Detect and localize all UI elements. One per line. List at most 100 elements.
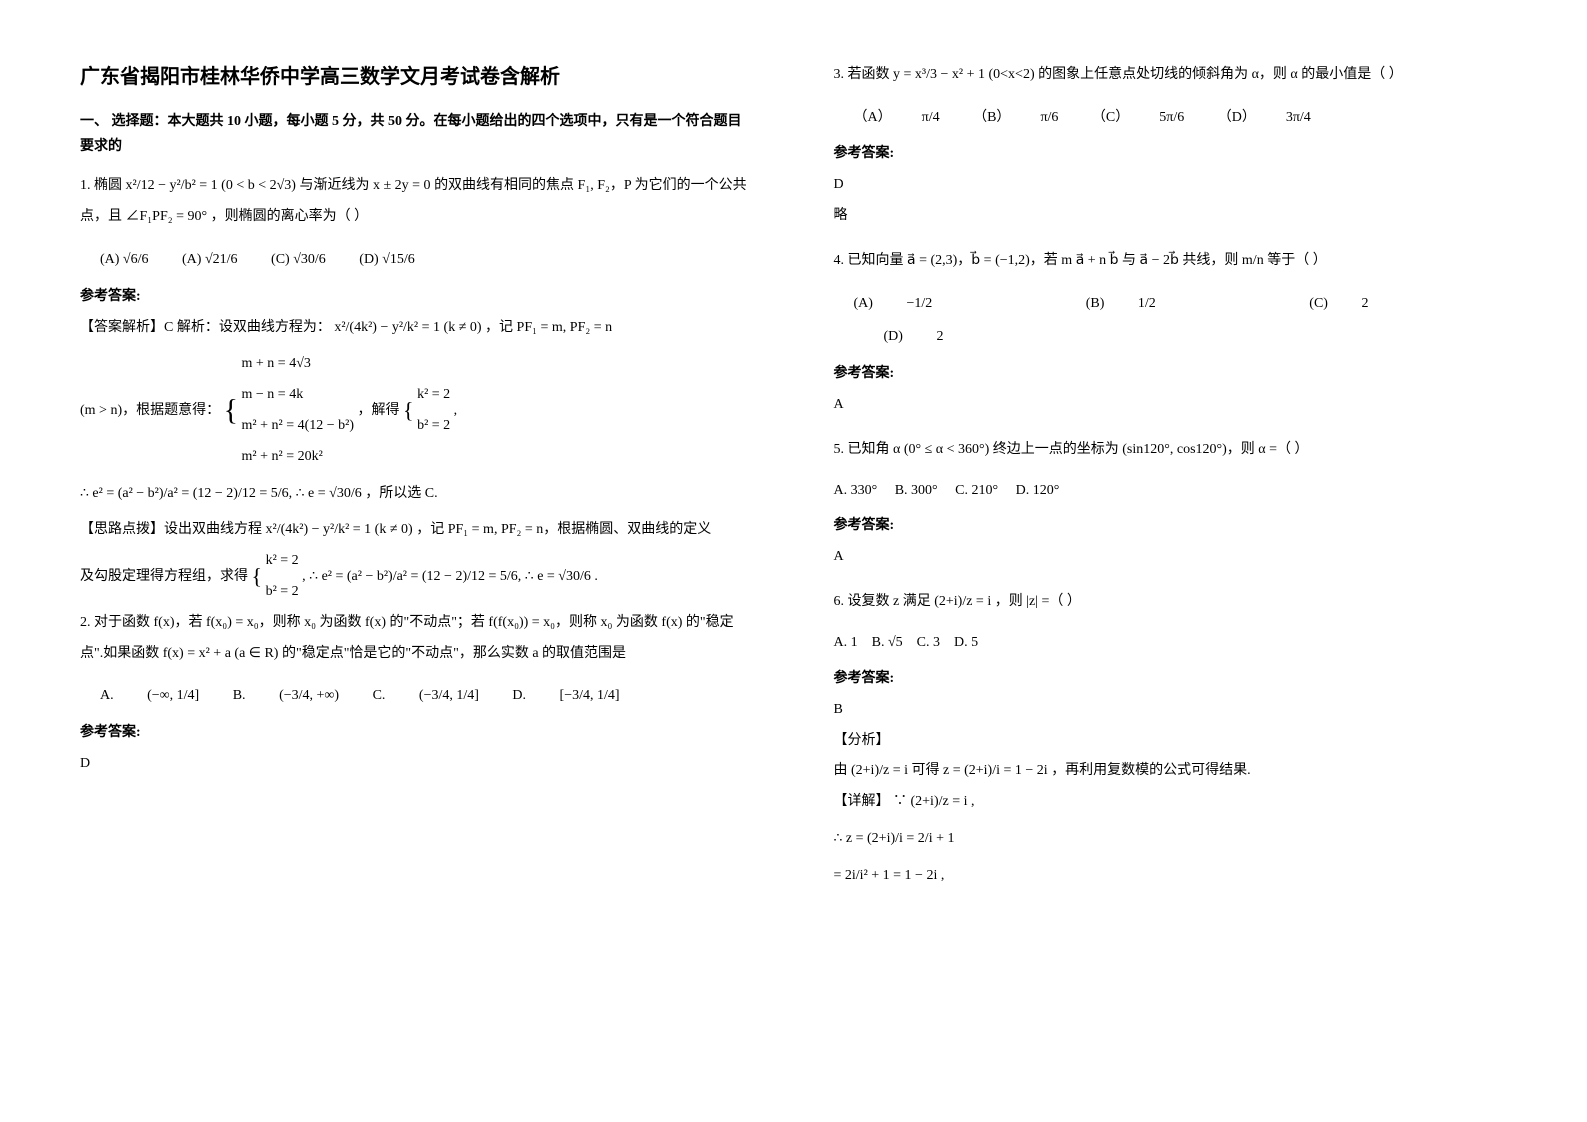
q4-stem: 4. 已知向量 a⃗ = (2,3)，b⃗ = (−1,2)，若 m a⃗ + … — [834, 253, 1327, 268]
q6-detail: 【详解】 ∵ (2+i)/z = i , — [834, 787, 1508, 818]
q2-answer-label: 参考答案: — [80, 721, 754, 741]
solve-b: b² = 2 — [417, 411, 450, 442]
solve-k: k² = 2 — [417, 380, 450, 411]
q3-options: （A）π/4 （B）π/6 （C）5π/6 （D）3π/4 — [854, 101, 1508, 135]
q6-analysis: 由 (2+i)/z = i 可得 z = (2+i)/i = 1 − 2i ，再… — [834, 756, 1508, 787]
q3-answer-label: 参考答案: — [834, 142, 1508, 162]
brace-line2: m − n = 4k — [242, 380, 355, 411]
q6-stem-a: 6. 设复数 z 满足 — [834, 594, 935, 609]
brace-line4: m² + n² = 20k² — [242, 442, 355, 473]
q4-optD-label: (D) — [884, 329, 903, 344]
period: . — [594, 569, 598, 584]
q2-optD: [−3/4, 1/4] — [560, 688, 620, 703]
q5-optC: C. 210° — [955, 483, 998, 498]
q1-optA2: (A) √21/6 — [182, 252, 238, 267]
q1-goujie-e: ∴ e² = (a² − b²)/a² = (12 − 2)/12 = 5/6,… — [309, 569, 591, 584]
q3-optD-label: （D） — [1218, 110, 1256, 125]
q6-optD: D. 5 — [954, 635, 978, 650]
q1-stem-a: 1. 椭圆 — [80, 178, 126, 193]
q6: 6. 设复数 z 满足 (2+i)/z = i ，则 |z| =（ ） — [834, 587, 1508, 618]
q6-optB: B. √5 — [872, 635, 903, 650]
q3-stem-b: (0<x<2) 的图象上任意点处切线的倾斜角为 α，则 α 的最小值是（ ） — [988, 67, 1402, 82]
q1-analysis-b: ，记 PF₁ = m, PF₂ = n — [485, 320, 612, 335]
q3-optA: π/4 — [922, 110, 940, 125]
q6-optC: C. 3 — [917, 635, 940, 650]
q1-analysis: 【答案解析】C 解析：设双曲线方程为： x²/(4k²) − y²/k² = 1… — [80, 313, 754, 344]
q2-B-label: B. — [233, 688, 249, 703]
goujie-k: k² = 2 — [266, 546, 299, 577]
q3-optD: 3π/4 — [1286, 110, 1311, 125]
comma: , — [971, 794, 975, 809]
q4-optB: 1/2 — [1138, 296, 1156, 311]
q4-optA-label: (A) — [854, 296, 873, 311]
q1-solve-prefix: ，解得 — [358, 403, 400, 418]
left-column: 广东省揭阳市桂林华侨中学高三数学文月考试卷含解析 一、 选择题：本大题共 10 … — [40, 60, 794, 1062]
q4-optC-label: (C) — [1309, 296, 1328, 311]
q3-optA-label: （A） — [854, 110, 892, 125]
q6-detail-f1: ∵ (2+i)/z = i — [893, 794, 968, 809]
q5-answer-label: 参考答案: — [834, 514, 1508, 534]
q5-optA: A. 330° — [834, 483, 878, 498]
brace-icon: { — [403, 398, 414, 423]
q6-analysis-a: 由 — [834, 763, 852, 778]
q2-optC: (−3/4, 1/4] — [419, 688, 479, 703]
q3-stem-a: 3. 若函数 — [834, 67, 894, 82]
q1-stem-d: ，则椭圆的离心率为（ ） — [211, 209, 369, 224]
q5-options: A. 330° B. 300° C. 210° D. 120° — [834, 476, 1508, 507]
section-header: 一、 选择题：本大题共 10 小题，每小题 5 分，共 50 分。在每小题给出的… — [80, 109, 754, 159]
brace-line1: m + n = 4√3 — [242, 349, 355, 380]
q6-answer: B — [834, 695, 1508, 726]
page-title: 广东省揭阳市桂林华侨中学高三数学文月考试卷含解析 — [80, 60, 754, 89]
q2-stem: 2. 对于函数 f(x)，若 f(x₀) = x₀，则称 x₀ 为函数 f(x)… — [80, 615, 734, 661]
q6-options: A. 1 B. √5 C. 3 D. 5 — [834, 628, 1508, 659]
q1-stem-b: 与渐近线为 — [299, 178, 373, 193]
q3-answer: D — [834, 170, 1508, 201]
q4-optA: −1/2 — [906, 296, 932, 311]
q1-optA: (A) √6/6 — [100, 252, 149, 267]
q6-formula: (2+i)/z = i — [934, 594, 991, 609]
goujie-b: b² = 2 — [266, 577, 299, 608]
q5-optD: D. 120° — [1016, 483, 1060, 498]
q6-detail-f3-text: = 2i/i² + 1 = 1 − 2i — [834, 868, 938, 883]
q1-hint-f: x²/(4k²) − y²/k² = 1 (k ≠ 0) — [266, 522, 413, 537]
q4-optC: 2 — [1361, 296, 1368, 311]
brace-line3: m² + n² = 4(12 − b²) — [242, 411, 355, 442]
q2-optB: (−3/4, +∞) — [279, 688, 339, 703]
q6-detail-f2: ∴ z = (2+i)/i = 2/i + 1 — [834, 824, 1508, 855]
q1-formula1: x²/12 − y²/b² = 1 (0 < b < 2√3) — [126, 178, 296, 193]
q1-hint-b: ，记 PF₁ = m, PF₂ = n，根据椭圆、双曲线的定义 — [416, 522, 711, 537]
q3-formula: y = x³/3 − x² + 1 — [893, 67, 985, 82]
q5-stem: 5. 已知角 α (0° ≤ α < 360°) 终边上一点的坐标为 (sin1… — [834, 442, 1309, 457]
q6-analysis-f2: z = (2+i)/i = 1 − 2i — [943, 763, 1048, 778]
q6-optA: A. 1 — [834, 635, 858, 650]
q1-formula3: ∠F₁PF₂ = 90° — [126, 209, 208, 224]
q1: 1. 椭圆 x²/12 − y²/b² = 1 (0 < b < 2√3) 与渐… — [80, 171, 754, 233]
q1-optC: (C) √30/6 — [271, 252, 326, 267]
q1-brace-system: (m > n)，根据题意得： { m + n = 4√3 m − n = 4k … — [80, 349, 754, 472]
q3-answer2: 略 — [834, 201, 1508, 232]
q1-options: (A) √6/6 (A) √21/6 (C) √30/6 (D) √15/6 — [100, 243, 754, 277]
q5-optB: B. 300° — [895, 483, 938, 498]
q1-hint: 【思路点拨】设出双曲线方程 x²/(4k²) − y²/k² = 1 (k ≠ … — [80, 515, 754, 546]
q5-answer: A — [834, 542, 1508, 573]
comma: , — [941, 868, 945, 883]
q4-answer: A — [834, 390, 1508, 421]
comma: , — [454, 403, 458, 418]
q2-D-label: D. — [512, 688, 529, 703]
q4: 4. 已知向量 a⃗ = (2,3)，b⃗ = (−1,2)，若 m a⃗ + … — [834, 246, 1508, 277]
q3-optC-label: （C） — [1092, 110, 1129, 125]
q1-e-line: ∴ e² = (a² − b²)/a² = (12 − 2)/12 = 5/6,… — [80, 479, 754, 510]
q1-formula2: x ± 2y = 0 — [373, 178, 431, 193]
brace-icon: { — [252, 564, 263, 589]
q6-stem-b: ，则 |z| =（ ） — [995, 594, 1081, 609]
q3: 3. 若函数 y = x³/3 − x² + 1 (0<x<2) 的图象上任意点… — [834, 60, 1508, 91]
right-column: 3. 若函数 y = x³/3 − x² + 1 (0<x<2) 的图象上任意点… — [794, 60, 1548, 1062]
q1-hint-label: 【思路点拨】设出双曲线方程 — [80, 522, 266, 537]
q6-detail-f3: = 2i/i² + 1 = 1 − 2i , — [834, 861, 1508, 892]
q4-optB-label: (B) — [1086, 296, 1105, 311]
q1-mn-prefix: (m > n)，根据题意得： — [80, 403, 220, 418]
q1-e: ∴ e² = (a² − b²)/a² = (12 − 2)/12 = 5/6,… — [80, 486, 362, 501]
q2-options: A. (−∞, 1/4] B. (−3/4, +∞) C. (−3/4, 1/4… — [100, 679, 754, 713]
q6-detail-label: 【详解】 — [834, 794, 890, 809]
q1-goujie: 及勾股定理得方程组，求得 { k² = 2 b² = 2 , ∴ e² = (a… — [80, 546, 754, 608]
